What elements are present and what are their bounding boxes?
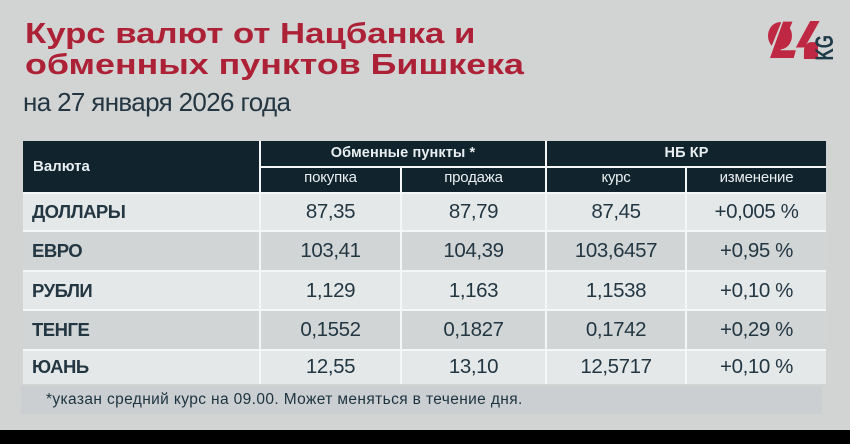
svg-text:KG: KG [812, 35, 836, 60]
